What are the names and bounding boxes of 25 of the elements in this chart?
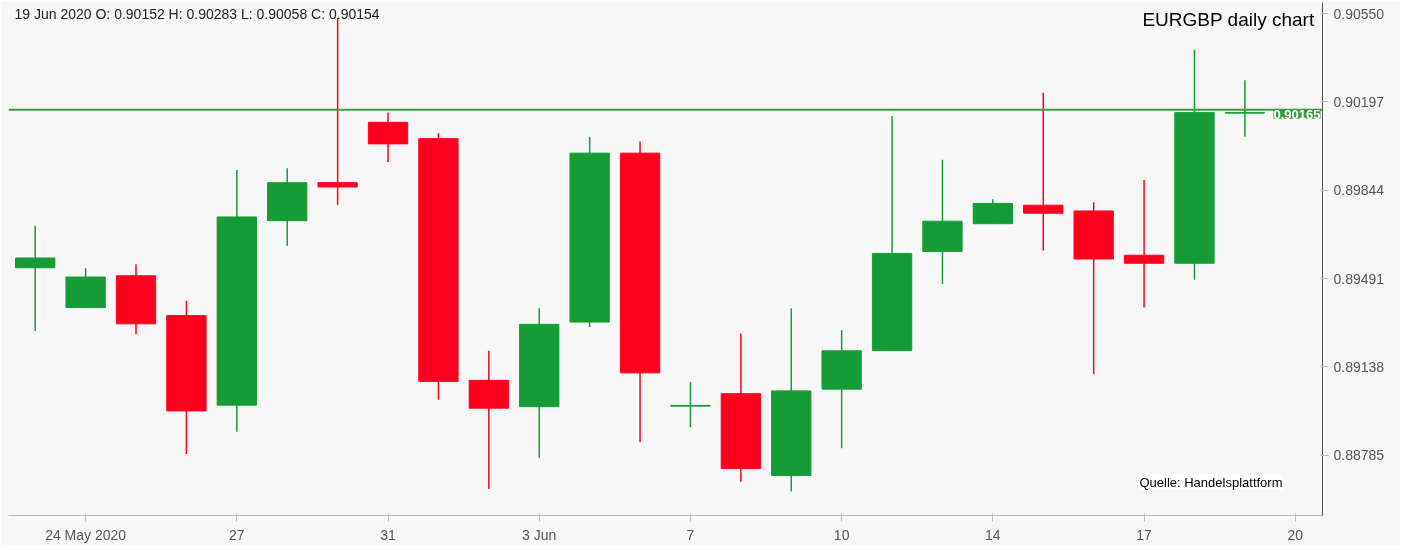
x-tick-label: 7	[686, 526, 695, 543]
x-tick-label: 27	[229, 526, 245, 543]
chart-title: EURGBP daily chart	[1142, 8, 1315, 30]
x-tick-label: 10	[833, 526, 850, 543]
candlestick	[317, 17, 358, 206]
annotation: 19 Jun 2020 O: 0.90152 H: 0.90283 L: 0.90058 C: 0.90154	[14, 5, 380, 22]
x-tick-label: 14	[985, 526, 1001, 543]
y-tick-label: 0.89138	[1333, 358, 1385, 375]
x-tick-label: 31	[380, 526, 397, 543]
candlestick	[15, 224, 56, 332]
x-tick-label: 20	[1287, 526, 1304, 543]
candlestick	[1224, 79, 1266, 138]
x-tick-label: 17	[1136, 526, 1153, 543]
ref-line-label: 0.90165	[1273, 106, 1321, 122]
y-tick-label: 0.88785	[1333, 447, 1385, 464]
y-tick-label: 0.89844	[1333, 182, 1385, 199]
y-tick-label: 0.90550	[1333, 5, 1385, 22]
candlestick	[670, 381, 711, 428]
annotation: Quelle: Handelsplattform	[1139, 474, 1283, 490]
y-tick-label: 0.89491	[1333, 270, 1385, 287]
x-tick-label: 24 May 2020	[45, 526, 127, 543]
candlestick	[1023, 92, 1064, 252]
candlestick	[1123, 179, 1165, 309]
x-tick-label: 3 Jun	[522, 526, 557, 543]
y-tick-label: 0.90197	[1333, 93, 1385, 110]
